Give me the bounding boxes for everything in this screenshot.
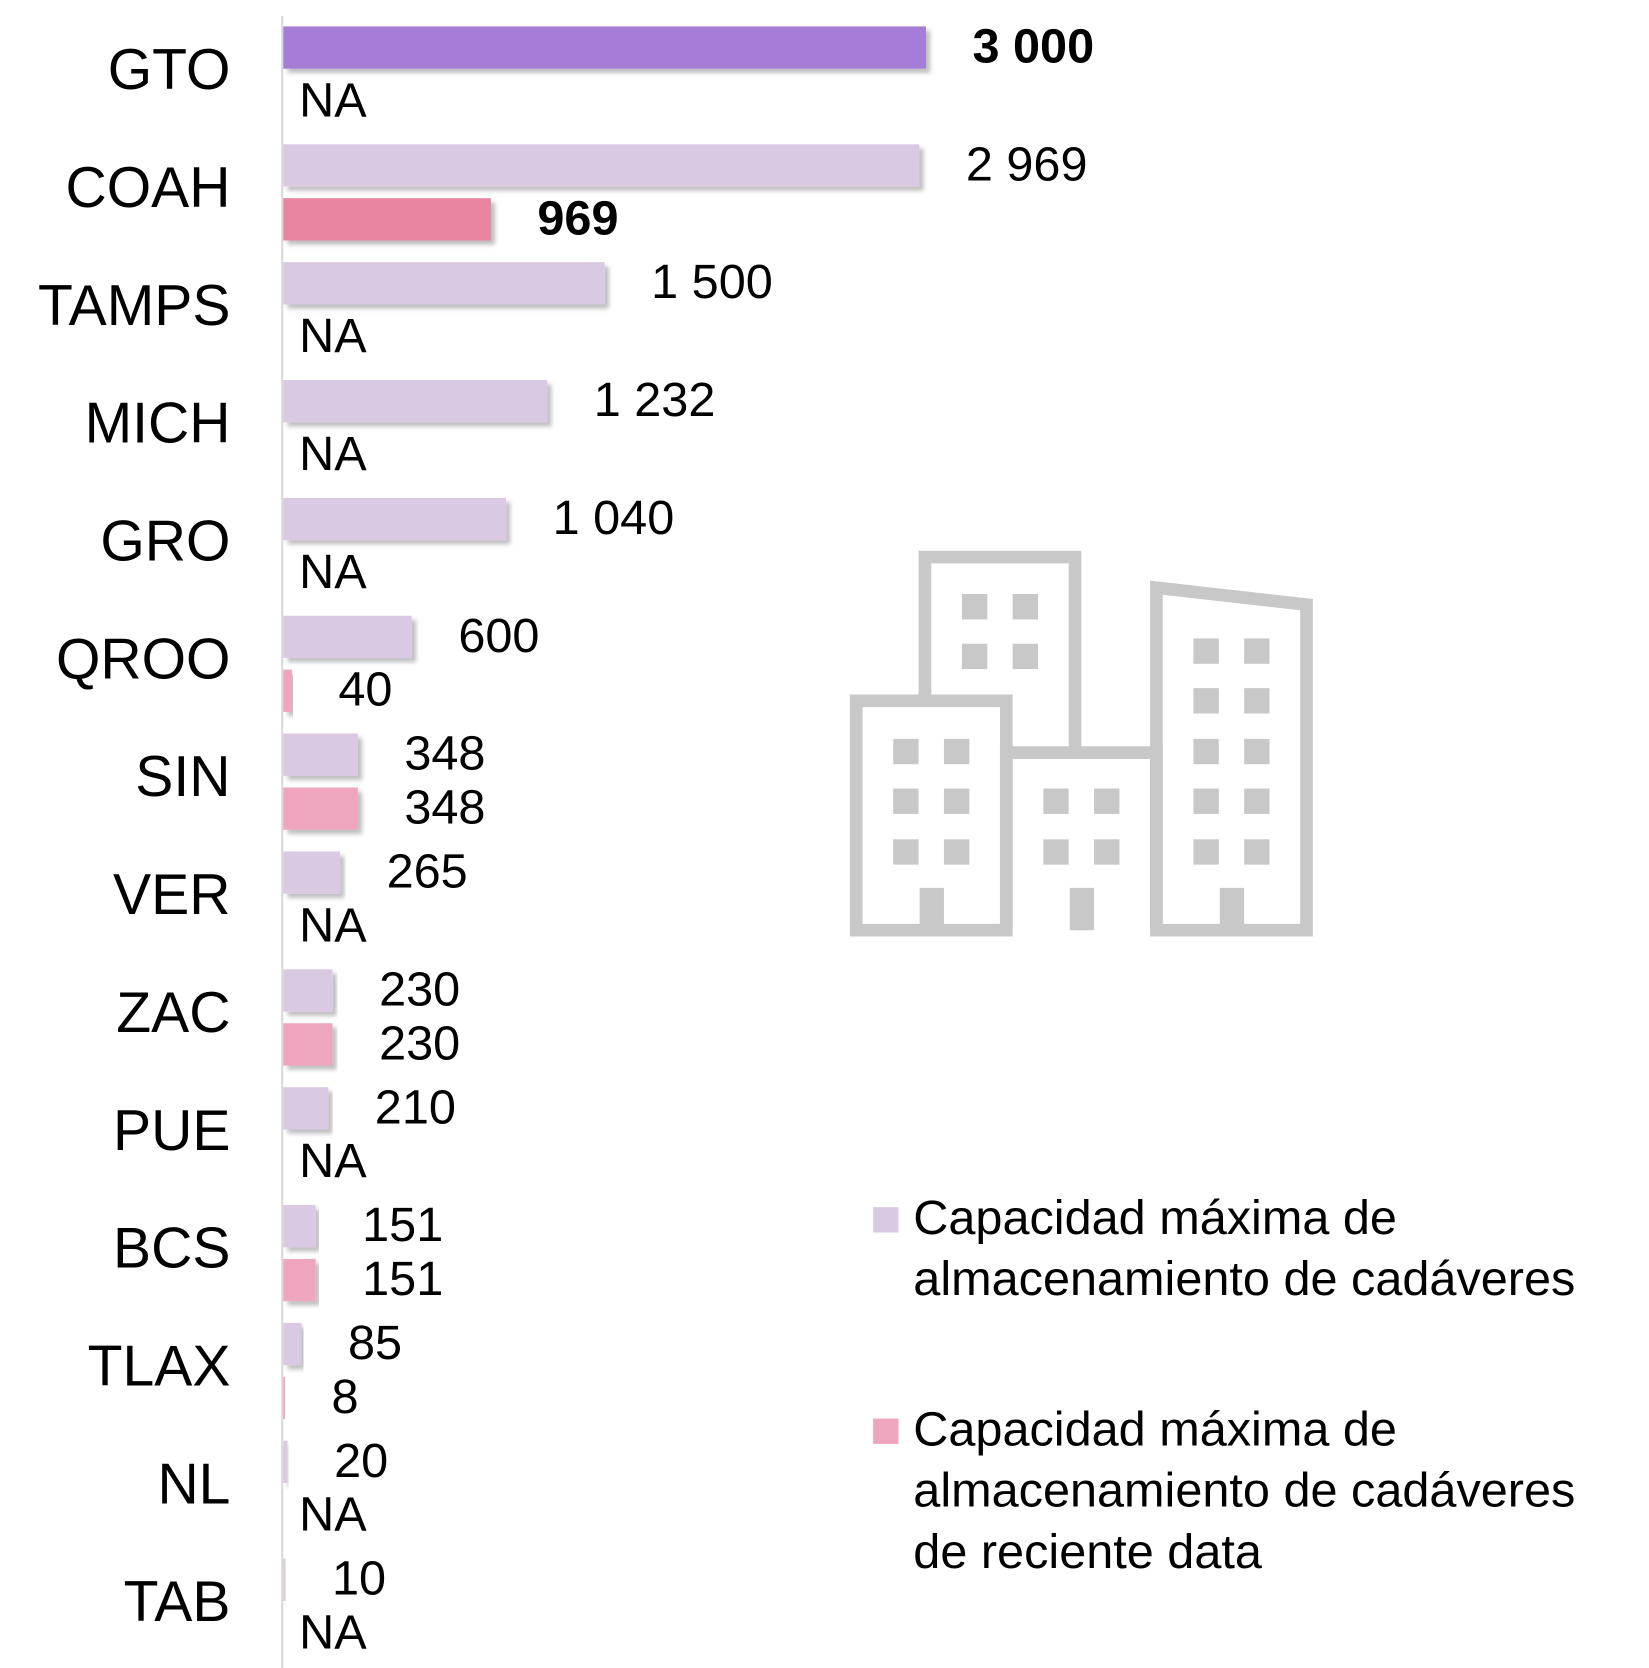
category-label: VER [113,863,230,927]
legend-swatch [873,1418,899,1444]
value-label: 265 [387,845,468,899]
value-label: NA [299,898,367,952]
bar [283,1023,333,1066]
value-label: NA [299,1606,367,1660]
value-label: 1 232 [594,373,716,427]
value-label: 151 [362,1198,443,1252]
value-label: NA [299,1134,367,1188]
category-label: TLAX [88,1335,231,1399]
value-label: 1 500 [651,255,773,309]
category-label: TAMPS [38,274,230,338]
category-label: NL [157,1452,230,1516]
value-label: 40 [338,663,392,717]
bar [283,1087,329,1130]
category-label: COAH [66,156,231,220]
bar [283,851,341,894]
bar [283,787,358,830]
bar [283,497,507,541]
category-label: GTO [108,38,231,102]
value-label: 230 [379,962,460,1016]
category-label: MICH [85,392,231,456]
bar [283,1258,316,1302]
bar [283,1322,302,1366]
value-label: 85 [348,1316,402,1370]
value-label: NA [299,1488,367,1542]
legend-line: Capacidad máxima de [913,1402,1397,1456]
bar [283,198,491,241]
category-label: SIN [135,745,230,809]
value-label: 151 [362,1252,443,1306]
value-label: 1 040 [553,491,675,545]
category-label: ZAC [116,981,230,1045]
legend-line: de reciente data [913,1525,1263,1579]
bar [283,26,926,69]
bar [283,380,548,423]
legend-line: almacenamiento de cadáveres [913,1463,1575,1517]
value-label: 969 [537,191,618,245]
bar [283,969,333,1012]
value-label: 2 969 [966,137,1088,191]
bar [283,262,605,305]
category-label: BCS [113,1217,230,1281]
value-label: 20 [334,1434,388,1488]
legend-swatch [873,1207,899,1233]
value-label: NA [299,73,367,127]
bar [283,1558,286,1601]
legend-line: Capacidad máxima de [913,1191,1397,1245]
bar [283,1205,316,1248]
value-label: 210 [375,1080,456,1134]
value-label: 348 [404,727,485,781]
value-label: NA [299,309,367,363]
bar [283,144,920,187]
building-icon [849,550,1313,937]
bar [283,669,292,712]
legend-line: almacenamiento de cadáveres [913,1252,1575,1306]
legend-label: Capacidad máxima de almacenamiento de cad… [913,1402,1575,1579]
value-label: 600 [458,609,539,663]
value-label: 348 [404,781,485,835]
value-label: NA [299,545,367,599]
value-label: 10 [332,1552,386,1606]
category-label: TAB [124,1570,231,1634]
category-label: GRO [100,510,230,574]
bar [283,733,358,776]
category-label: QROO [56,627,230,691]
legend-label: Capacidad máxima de almacenamiento de cad… [913,1191,1575,1306]
bar [283,1376,286,1420]
value-label: 8 [332,1370,359,1424]
bar [283,1440,288,1484]
bar [283,615,412,659]
value-label: 3 000 [972,20,1094,74]
category-label: PUE [113,1099,230,1163]
value-label: NA [299,427,367,481]
value-label: 230 [379,1016,460,1070]
